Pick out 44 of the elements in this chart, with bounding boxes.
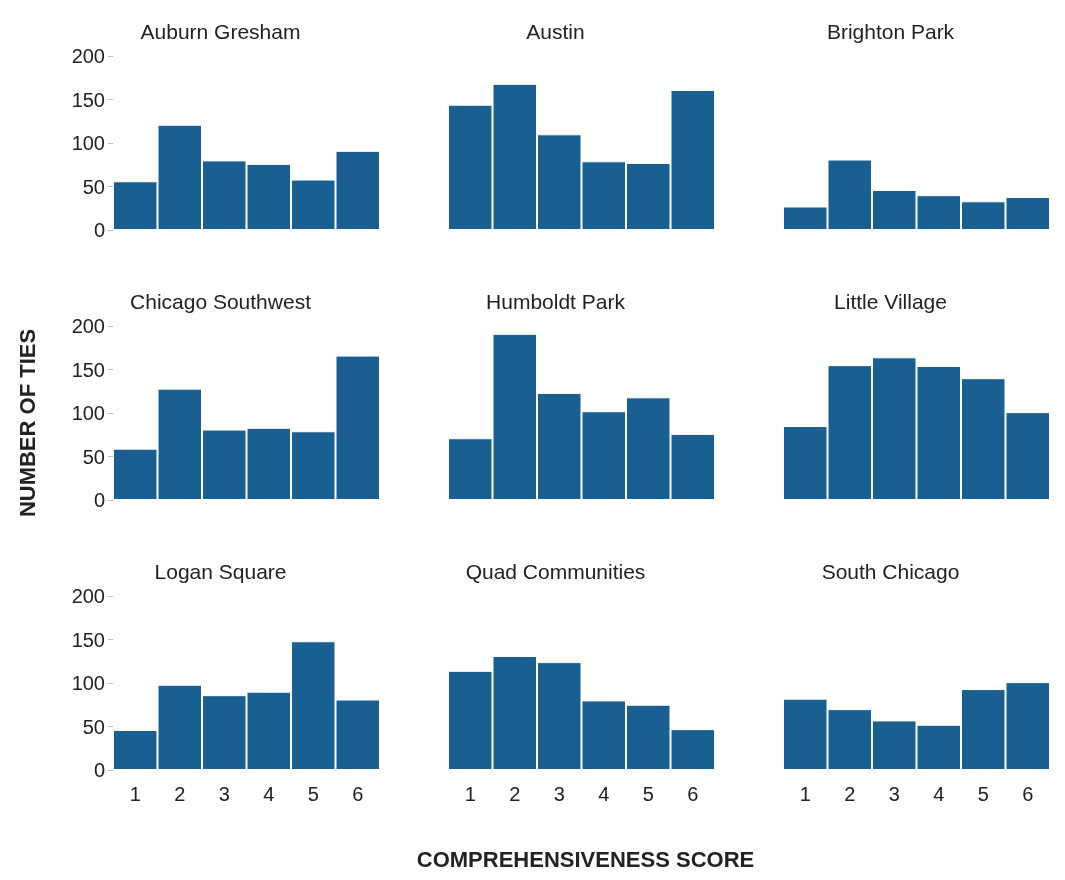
y-tick-label: 200 [71,315,105,337]
x-tick-label: 1 [464,783,476,805]
y-tick-label: 50 [82,445,105,468]
y-tick-label: 200 [71,45,105,67]
chart-title: Logan Square [154,560,287,583]
x-tick-label: 5 [642,783,654,805]
x-tick-label: 4 [263,783,275,805]
y-tick-label: 0 [93,759,105,781]
y-tick-label: 200 [71,585,105,607]
x-tick-label: 5 [307,783,319,805]
y-axis-title: NUMBER OF TIES [15,328,41,518]
x-tick-label: 5 [977,783,989,805]
y-tick-label: 50 [82,715,105,738]
x-tick-label: 3 [218,783,230,805]
y-tick-label: 0 [93,219,105,241]
y-tick-label: 50 [82,175,105,198]
x-tick-label: 4 [933,783,945,805]
x-tick-label: 2 [844,783,856,805]
y-tick-label: 150 [71,88,105,111]
chart-title: South Chicago [821,560,960,583]
x-tick-label: 6 [687,783,699,805]
y-tick-label: 0 [93,489,105,511]
chart-title: Quad Communities [465,560,646,583]
chart-title: Little Village [834,290,947,313]
x-tick-label: 3 [888,783,900,805]
y-tick-label: 100 [71,132,105,154]
x-tick-label: 4 [598,783,610,805]
chart-title: Chicago Southwest [130,290,312,313]
x-tick-label: 3 [553,783,565,805]
chart-title: Brighton Park [826,20,955,43]
y-tick-label: 150 [71,358,105,381]
y-tick-label: 150 [71,628,105,651]
chart-title: Humboldt Park [486,290,626,313]
y-tick-label: 100 [71,672,105,694]
x-tick-label: 1 [129,783,141,805]
y-tick-label: 100 [71,402,105,424]
chart-title: Auburn Gresham [140,20,301,43]
x-tick-label: 1 [799,783,811,805]
x-tick-label: 2 [174,783,186,805]
x-tick-label: 6 [352,783,364,805]
x-tick-label: 2 [509,783,521,805]
x-axis-title: COMPREHENSIVENESS SCORE [416,847,755,873]
chart-title: Austin [526,20,585,43]
x-tick-label: 6 [1022,783,1034,805]
